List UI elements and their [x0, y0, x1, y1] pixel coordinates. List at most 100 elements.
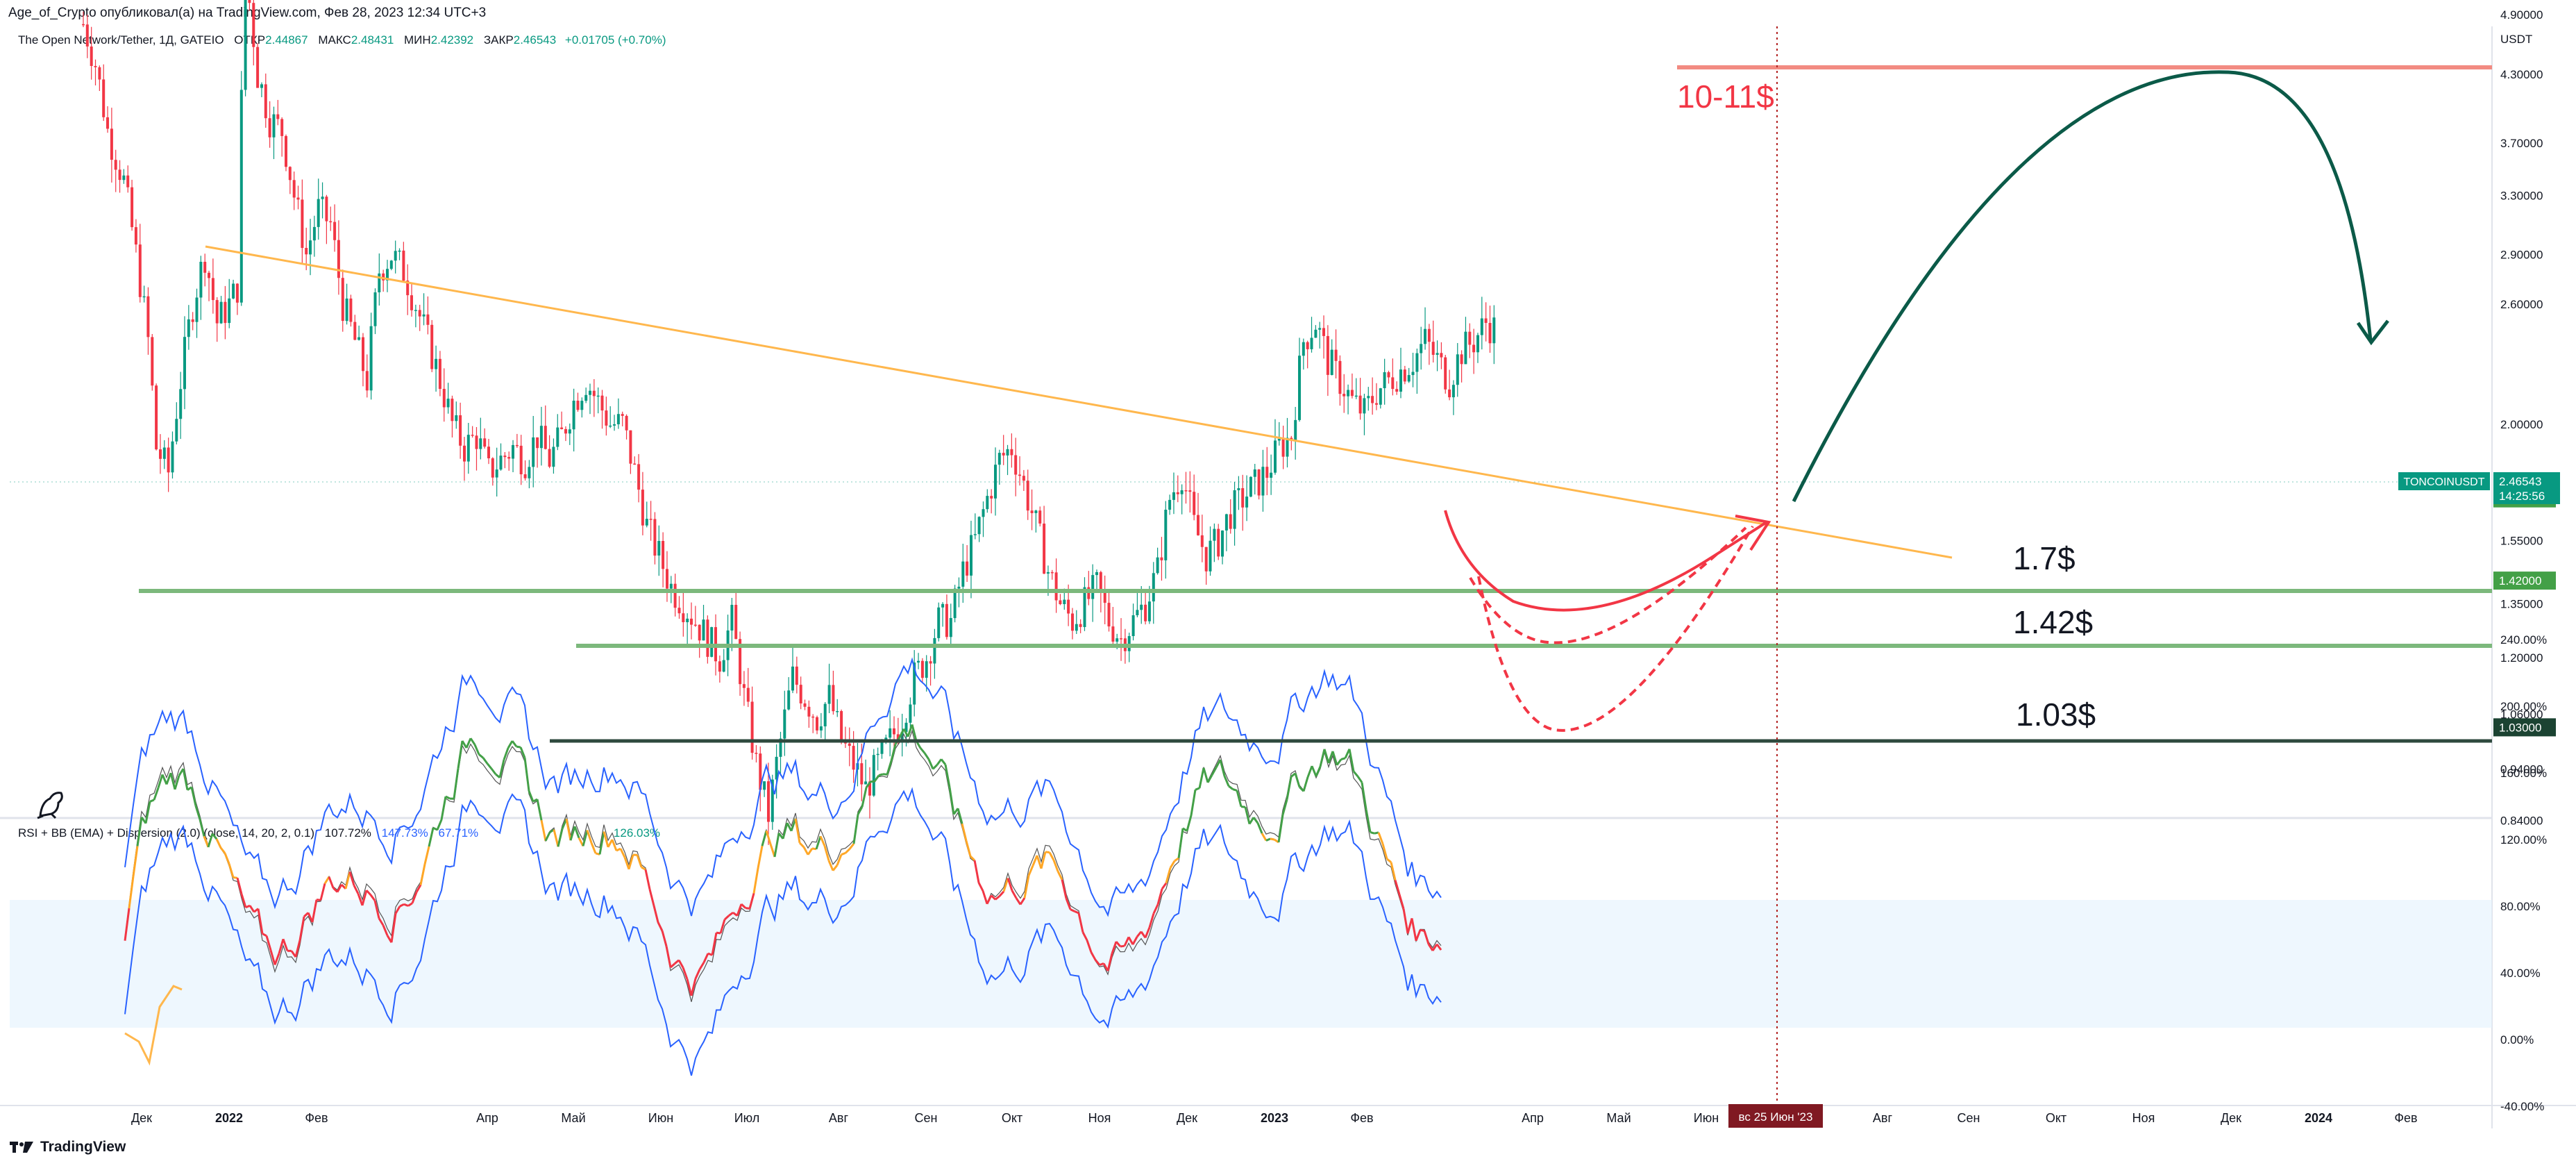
candle-body [1383, 372, 1386, 388]
annotation-103[interactable]: 1.03$ [2016, 696, 2096, 733]
rsi-segment [619, 848, 626, 858]
candle-body [256, 47, 260, 88]
rsi-segment [702, 953, 709, 963]
candle-body [641, 490, 644, 526]
price-tick-label: 2.90000 [2500, 248, 2543, 261]
rsi-axis[interactable]: 240.00% 200.00% 160.00% 120.00% 80.00% 40.00%… [2500, 633, 2547, 1113]
candle-body [693, 624, 697, 626]
candle-body [900, 732, 904, 741]
rsi-segment [882, 773, 888, 776]
indicator-info[interactable]: RSI + BB (EMA) + Dispersion (2.0) (close… [18, 826, 660, 840]
symbol-title[interactable]: The Open Network/Tether, 1Д, GATEIO [18, 33, 224, 47]
target-annotation[interactable]: 10-11$ [1677, 78, 1774, 115]
candle-body [702, 619, 705, 641]
candle-body [118, 169, 121, 181]
candle-body [219, 301, 223, 324]
rsi-segment [1007, 878, 1013, 891]
candle-body [949, 618, 952, 637]
rsi-segment [1286, 776, 1293, 800]
candle-body [1322, 328, 1325, 336]
candle-body [734, 605, 738, 640]
candle-body [341, 278, 344, 322]
time-axis-label: Авг [1873, 1111, 1893, 1125]
candle-body [523, 474, 527, 478]
time-axis-label: Фев [2394, 1111, 2417, 1125]
candle-body [466, 435, 470, 462]
trend-line[interactable] [205, 245, 1953, 559]
time-axis-label: Окт [2046, 1111, 2066, 1125]
candle-body [1147, 601, 1151, 621]
time-axis[interactable]: Дек 2022 Фев Апр Май Июн Июл Авг Сен Окт Ноя Дек 202… [131, 1111, 2418, 1125]
rsi-segment [219, 846, 226, 854]
candle-body [1140, 604, 1143, 610]
candle-body [1476, 335, 1479, 353]
candle-body [1217, 528, 1220, 557]
rsi-segment [844, 848, 851, 854]
candle-body [1034, 510, 1038, 513]
candle-body [1436, 353, 1439, 355]
candle-body [406, 281, 410, 296]
candle-body [1261, 467, 1265, 496]
candle-body [1371, 396, 1374, 403]
candle-body [1224, 514, 1228, 531]
rsi-tick-label: 40.00% [2500, 967, 2541, 980]
high-label: МАКС [318, 33, 351, 47]
candle-body [893, 728, 895, 735]
low-label: МИН [404, 33, 431, 47]
candle-body [114, 160, 117, 170]
rsi-segment [878, 773, 884, 777]
candle-body [215, 300, 219, 324]
candle-body [750, 701, 754, 753]
candle-body [138, 244, 142, 297]
candle-body [435, 358, 438, 369]
rsi-segment [294, 940, 301, 958]
target-arc[interactable] [1792, 70, 2373, 503]
rsi-segment [932, 764, 938, 770]
rsi-segment [1398, 894, 1405, 910]
candle-body [1407, 375, 1411, 382]
rsi-segment [1352, 770, 1359, 777]
rsi-segment [873, 774, 880, 783]
candle-body [783, 709, 786, 739]
projection-curve-dashed-1[interactable] [1469, 526, 1747, 644]
candle-body [1391, 377, 1395, 390]
rsi-segment [1415, 929, 1422, 942]
candle-body [1014, 455, 1018, 475]
annotation-142[interactable]: 1.42$ [2013, 604, 2093, 640]
time-axis-label: Дек [1177, 1111, 1197, 1125]
rsi-segment [1111, 941, 1118, 954]
time-axis-label: Июн [648, 1111, 673, 1125]
projection-curve-solid[interactable] [1444, 510, 1768, 612]
candle-body [1257, 469, 1261, 496]
candle-body [345, 298, 348, 322]
candle-body [1350, 390, 1354, 397]
candle-body [305, 248, 308, 255]
rsi-segment [677, 959, 684, 969]
rsi-segment [298, 916, 305, 941]
footer-brand[interactable]: TradingView [10, 1139, 126, 1156]
rsi-segment [215, 838, 222, 849]
rsi-segment [1086, 940, 1093, 953]
annotation-170[interactable]: 1.7$ [2013, 540, 2076, 576]
candle-body [779, 738, 782, 757]
candle-body [730, 605, 734, 631]
candle-body [191, 319, 194, 322]
rsi-segment [1252, 817, 1259, 824]
rsi-segment [998, 890, 1005, 897]
rsi-segment [1198, 767, 1205, 789]
candle-body [1184, 490, 1188, 492]
projection-curve-dashed-2[interactable] [1477, 525, 1754, 732]
rsi-segment [827, 860, 834, 871]
rsi-segment [761, 830, 768, 846]
dino-icon[interactable] [37, 792, 63, 819]
rsi-segment [357, 893, 364, 906]
candle-body [224, 301, 227, 324]
rsi-segment [1256, 822, 1263, 834]
rsi-segment [982, 890, 988, 905]
tradingview-logo-icon [10, 1142, 33, 1153]
time-axis-label: 2022 [215, 1111, 243, 1125]
candle-body [487, 447, 490, 458]
rsi-segment [553, 829, 559, 847]
candle-body [90, 47, 93, 66]
